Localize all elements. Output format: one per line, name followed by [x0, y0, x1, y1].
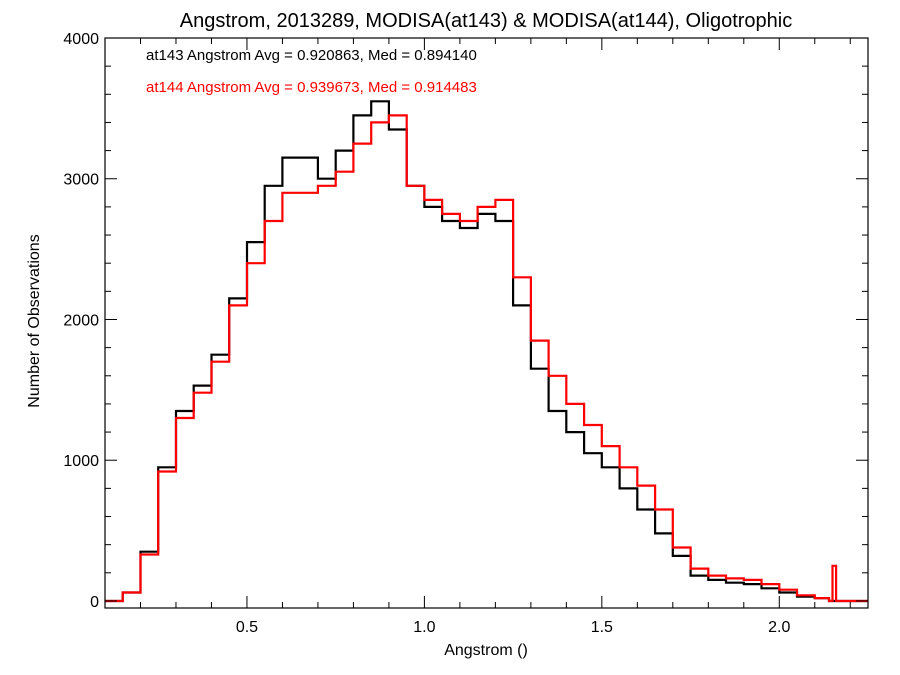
- x-tick-label: 2.0: [768, 619, 790, 636]
- x-axis-label: Angstrom (): [444, 642, 528, 659]
- y-tick-label: 4000: [63, 31, 99, 48]
- y-tick-label: 0: [90, 594, 99, 611]
- annotation-at143: at143 Angstrom Avg = 0.920863, Med = 0.8…: [146, 47, 477, 64]
- y-tick-label: 3000: [63, 172, 99, 189]
- ticks-layer: 0.5 1.0 1.5 2.0 0 1000 2000 3000 4000: [63, 31, 868, 636]
- chart-title: Angstrom, 2013289, MODISA(at143) & MODIS…: [180, 10, 793, 32]
- x-tick-label: 0.5: [236, 619, 258, 636]
- annotation-at144: at144 Angstrom Avg = 0.939673, Med = 0.9…: [146, 79, 477, 96]
- y-axis-label: Number of Observations: [26, 234, 43, 407]
- series-line-2: [105, 114, 868, 603]
- y-tick-label: 1000: [63, 453, 99, 470]
- series-layer: [105, 100, 868, 603]
- x-tick-label: 1.5: [591, 619, 613, 636]
- y-tick-label: 2000: [63, 312, 99, 329]
- plot-frame: [104, 37, 869, 609]
- x-tick-label: 1.0: [413, 619, 435, 636]
- axes-layer: [104, 37, 869, 609]
